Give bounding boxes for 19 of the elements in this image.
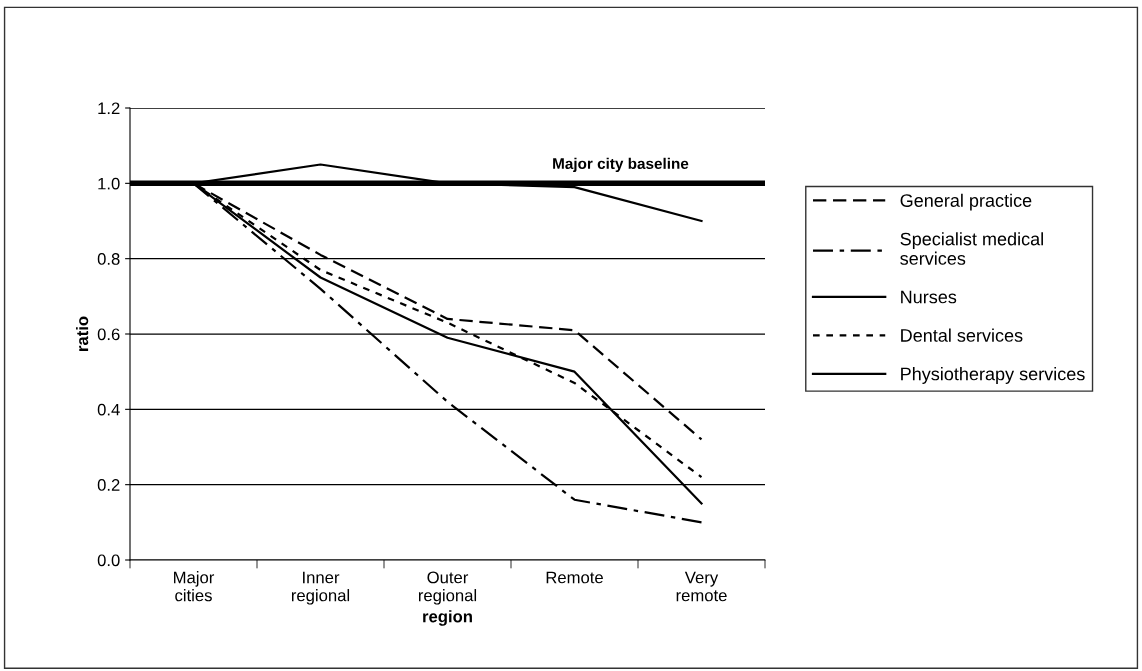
y-tick-label: 0.0	[97, 554, 120, 567]
legend-label: Specialist medical services	[900, 232, 1043, 265]
legend-label: Nurses	[901, 290, 957, 304]
y-axis-title: ratio	[76, 316, 89, 351]
legend-label: Physiotherapy services	[901, 367, 1085, 384]
x-tick-label: Remote	[546, 571, 603, 584]
x-tick-label: Major cities	[174, 571, 215, 602]
x-axis-title: region	[423, 610, 472, 626]
y-tick-label: 1.2	[98, 102, 120, 115]
legend-label: General practice	[900, 193, 1032, 211]
y-tick-label: 0.6	[97, 328, 120, 341]
x-tick-label: Inner regional	[291, 571, 350, 605]
y-tick-label: 0.4	[97, 403, 120, 416]
y-tick-label: 0.8	[97, 253, 120, 265]
y-tick-label: 0.2	[97, 479, 120, 491]
x-tick-label: Very remote	[676, 571, 727, 602]
y-tick-label: 1.0	[98, 177, 120, 190]
legend-label: Dental services	[901, 328, 1023, 342]
ref-line-label: Major city baseline	[553, 157, 689, 173]
